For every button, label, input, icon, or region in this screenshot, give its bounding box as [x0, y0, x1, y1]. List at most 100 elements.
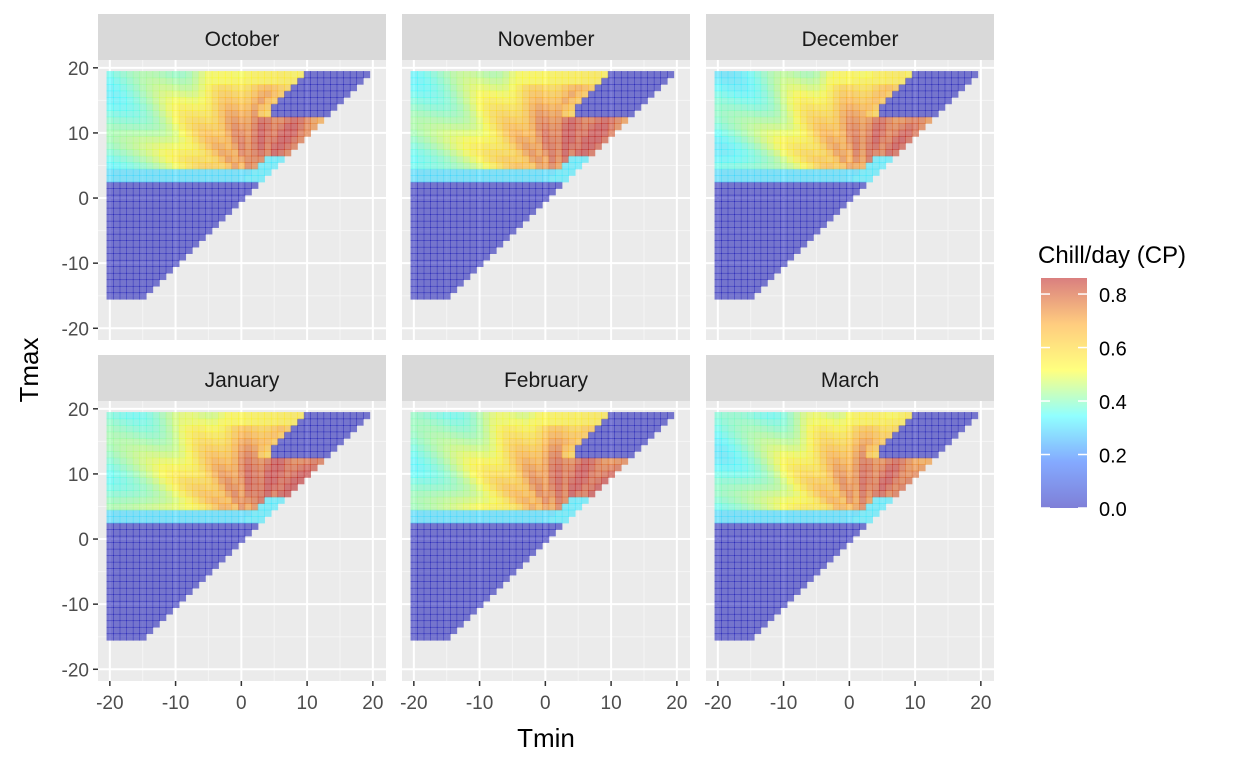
heatmap-cell: [581, 431, 589, 439]
heatmap-cell: [754, 600, 762, 609]
heatmap-cell: [509, 509, 517, 517]
heatmap-cell: [714, 470, 722, 478]
heatmap-cell: [417, 535, 425, 543]
heatmap-cell: [574, 162, 583, 170]
heatmap-cell: [839, 535, 847, 543]
heatmap-cell: [469, 175, 477, 183]
heatmap-cell: [905, 451, 913, 459]
heatmap-cell: [931, 90, 939, 98]
heatmap-cell: [476, 71, 484, 79]
heatmap-cell: [568, 168, 576, 176]
heatmap-cell: [257, 516, 265, 524]
heatmap-cell: [813, 194, 821, 202]
heatmap-cell: [113, 503, 121, 511]
heatmap-cell: [126, 97, 134, 105]
heatmap-cell: [231, 425, 239, 433]
heatmap-cell: [806, 542, 814, 550]
heatmap-cell: [865, 509, 873, 517]
heatmap-cell: [714, 253, 722, 261]
heatmap-cell: [146, 490, 154, 498]
heatmap-cell: [548, 522, 556, 530]
heatmap-cell: [826, 149, 834, 157]
heatmap-cell: [747, 110, 755, 118]
facet-label: February: [504, 369, 589, 392]
heatmap-cell: [113, 620, 121, 628]
heatmap-cell: [747, 71, 755, 79]
heatmap-cell: [172, 542, 180, 550]
heatmap-cell: [482, 149, 491, 157]
heatmap-tiles: [106, 412, 371, 641]
heatmap-cell: [542, 129, 550, 137]
heatmap-cell: [211, 97, 219, 105]
heatmap-cell: [574, 136, 583, 144]
heatmap-cell: [211, 149, 219, 157]
heatmap-cell: [159, 77, 167, 85]
heatmap-cell: [264, 110, 272, 118]
heatmap-cell: [938, 77, 946, 85]
heatmap-cell: [806, 201, 814, 209]
heatmap-cell: [806, 574, 814, 582]
heatmap-cell: [614, 103, 622, 111]
heatmap-cell: [238, 181, 246, 189]
heatmap-cell: [561, 431, 569, 439]
heatmap-cell: [152, 509, 160, 517]
heatmap-cell: [436, 470, 445, 478]
heatmap-cell: [119, 227, 127, 235]
heatmap-cell: [561, 110, 569, 118]
heatmap-cell: [489, 548, 497, 556]
heatmap-cell: [754, 279, 762, 287]
heatmap-cell: [430, 188, 438, 196]
heatmap-cell: [132, 522, 141, 530]
heatmap-cell: [721, 279, 729, 287]
heatmap-cell: [727, 253, 735, 261]
heatmap-cell: [119, 285, 127, 294]
heatmap-cell: [119, 431, 127, 439]
heatmap-cell: [885, 123, 893, 131]
heatmap-cell: [721, 620, 729, 628]
heatmap-cell: [905, 116, 913, 124]
heatmap-cell: [159, 464, 167, 472]
heatmap-cell: [159, 97, 167, 105]
heatmap-cell: [865, 516, 873, 524]
heatmap-cell: [911, 418, 919, 426]
heatmap-cell: [430, 600, 438, 609]
heatmap-cell: [727, 483, 735, 491]
heatmap-cell: [231, 136, 239, 144]
heatmap-cell: [786, 97, 795, 105]
heatmap-cell: [482, 207, 491, 215]
heatmap-cell: [878, 444, 887, 452]
heatmap-cell: [865, 503, 873, 511]
heatmap-cell: [773, 142, 781, 150]
heatmap-cell: [740, 633, 749, 641]
heatmap-cell: [846, 522, 854, 530]
heatmap-cell: [132, 142, 141, 150]
heatmap-cell: [284, 418, 292, 426]
heatmap-cell: [106, 266, 114, 274]
heatmap-cell: [786, 496, 795, 504]
heatmap-cell: [450, 214, 458, 222]
heatmap-cell: [806, 464, 814, 472]
heatmap-cell: [846, 425, 854, 433]
heatmap-cell: [178, 181, 187, 189]
heatmap-cell: [793, 431, 801, 439]
heatmap-cell: [178, 548, 187, 556]
heatmap-cell: [754, 259, 762, 268]
heatmap-cell: [482, 516, 491, 524]
heatmap-cell: [244, 412, 252, 420]
heatmap-cell: [126, 431, 134, 439]
heatmap-cell: [614, 412, 622, 420]
heatmap-cell: [620, 425, 629, 433]
heatmap-cell: [218, 509, 226, 517]
heatmap-cell: [218, 116, 226, 124]
heatmap-cell: [944, 425, 952, 433]
heatmap-cell: [502, 136, 510, 144]
heatmap-cell: [264, 451, 272, 459]
heatmap-cell: [898, 77, 906, 85]
heatmap-cell: [198, 490, 206, 498]
heatmap-cell: [482, 503, 491, 511]
heatmap-cell: [522, 162, 530, 170]
heatmap-cell: [747, 214, 755, 222]
heatmap-cell: [469, 457, 477, 465]
heatmap-cell: [548, 103, 556, 111]
heatmap-cell: [277, 451, 285, 459]
